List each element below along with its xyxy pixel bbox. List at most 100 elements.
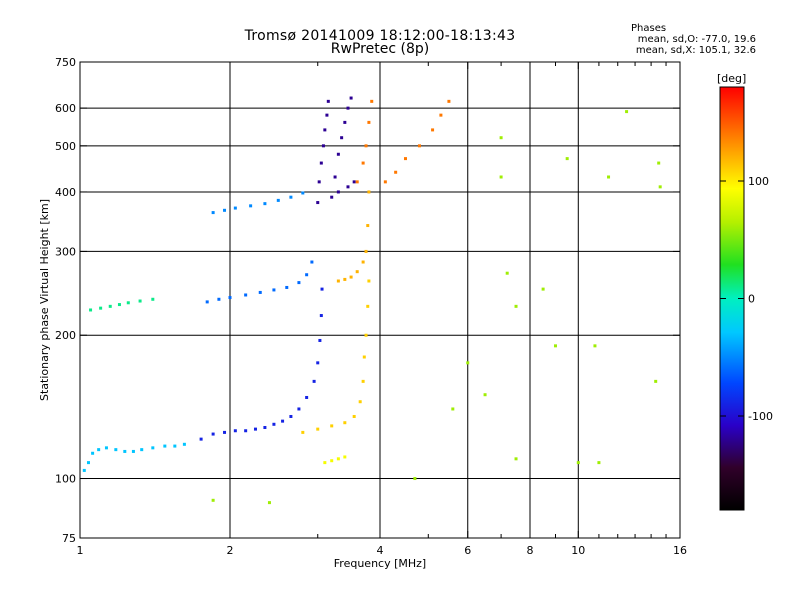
- data-point: [276, 198, 280, 202]
- data-point: [131, 449, 135, 453]
- data-point: [355, 180, 359, 184]
- data-point: [89, 308, 93, 312]
- data-point: [297, 407, 301, 411]
- data-point: [367, 190, 371, 194]
- data-point: [228, 296, 232, 300]
- data-point: [301, 430, 305, 434]
- data-point: [352, 180, 356, 184]
- y-tick-label: 300: [55, 245, 76, 258]
- data-point: [336, 279, 340, 283]
- data-point: [370, 99, 374, 103]
- data-point: [417, 144, 421, 148]
- chart-title: Tromsø 20141009 18:12:00-18:13:43: [244, 28, 516, 44]
- data-point: [499, 136, 503, 140]
- data-point: [233, 429, 237, 433]
- data-point: [223, 430, 227, 434]
- data-point: [140, 448, 144, 452]
- data-point: [211, 432, 215, 436]
- data-point: [330, 459, 334, 463]
- data-point: [514, 304, 518, 308]
- data-point: [151, 446, 155, 450]
- data-point: [565, 157, 569, 161]
- data-point: [114, 448, 118, 452]
- data-point: [346, 185, 350, 189]
- x-tick-label: 10: [571, 544, 585, 557]
- data-point: [366, 224, 370, 228]
- data-point: [97, 448, 101, 452]
- data-point: [211, 211, 215, 215]
- data-point: [343, 120, 347, 124]
- data-point: [431, 128, 435, 132]
- data-point: [625, 110, 629, 114]
- data-point: [326, 99, 330, 103]
- data-point: [333, 175, 337, 179]
- data-point: [233, 206, 237, 210]
- data-point: [349, 275, 353, 279]
- data-point: [553, 344, 557, 348]
- data-point: [439, 113, 443, 117]
- data-point: [305, 273, 309, 277]
- data-point: [289, 195, 293, 199]
- data-point: [263, 202, 267, 206]
- data-point: [364, 249, 368, 253]
- data-point: [317, 180, 321, 184]
- data-point: [323, 461, 327, 465]
- data-point: [301, 191, 305, 195]
- x-tick-label: 8: [527, 544, 534, 557]
- data-point: [126, 301, 130, 305]
- data-point: [361, 379, 365, 383]
- data-point: [86, 461, 90, 465]
- x-tick-label: 6: [464, 544, 471, 557]
- data-point: [138, 299, 142, 303]
- data-point: [249, 204, 253, 208]
- data-point: [117, 303, 121, 307]
- x-axis-label: Frequency [MHz]: [334, 557, 426, 570]
- data-point: [316, 201, 320, 205]
- phases-heading: Phases: [631, 23, 667, 34]
- data-point: [323, 128, 327, 132]
- data-point: [321, 144, 325, 148]
- data-point: [394, 170, 398, 174]
- x-tick-label: 2: [227, 544, 234, 557]
- y-tick-label: 600: [55, 102, 76, 115]
- data-point: [466, 361, 470, 365]
- data-point: [505, 271, 509, 275]
- data-point: [163, 444, 167, 448]
- data-point: [99, 306, 103, 310]
- data-point: [281, 419, 285, 423]
- data-point: [367, 120, 371, 124]
- data-point: [82, 468, 86, 472]
- colorbar-tick-label: 100: [748, 175, 769, 188]
- data-point: [343, 277, 347, 281]
- data-point: [447, 99, 451, 103]
- data-point: [658, 185, 662, 189]
- data-point: [541, 287, 545, 291]
- y-tick-label: 750: [55, 56, 76, 69]
- data-point: [325, 113, 329, 117]
- data-point: [104, 446, 108, 450]
- data-point: [362, 355, 366, 359]
- data-point: [244, 293, 248, 297]
- data-points: [82, 96, 662, 505]
- data-point: [316, 361, 320, 365]
- data-point: [336, 457, 340, 461]
- data-point: [199, 437, 203, 441]
- data-point: [319, 161, 323, 165]
- data-point: [657, 161, 661, 165]
- x-tick-label: 1: [77, 544, 84, 557]
- y-tick-label: 400: [55, 186, 76, 199]
- data-point: [289, 414, 293, 418]
- chart-subtitle: RwPretec (8p): [330, 41, 430, 57]
- y-tick-label: 500: [55, 140, 76, 153]
- data-point: [244, 429, 248, 433]
- data-point: [514, 457, 518, 461]
- data-point: [330, 424, 334, 428]
- data-point: [413, 477, 417, 481]
- y-tick-label: 75: [62, 532, 76, 545]
- data-point: [267, 501, 271, 505]
- data-point: [272, 422, 276, 426]
- data-point: [366, 304, 370, 308]
- data-point: [358, 400, 362, 404]
- data-point: [123, 449, 127, 453]
- y-tick-label: 200: [55, 329, 76, 342]
